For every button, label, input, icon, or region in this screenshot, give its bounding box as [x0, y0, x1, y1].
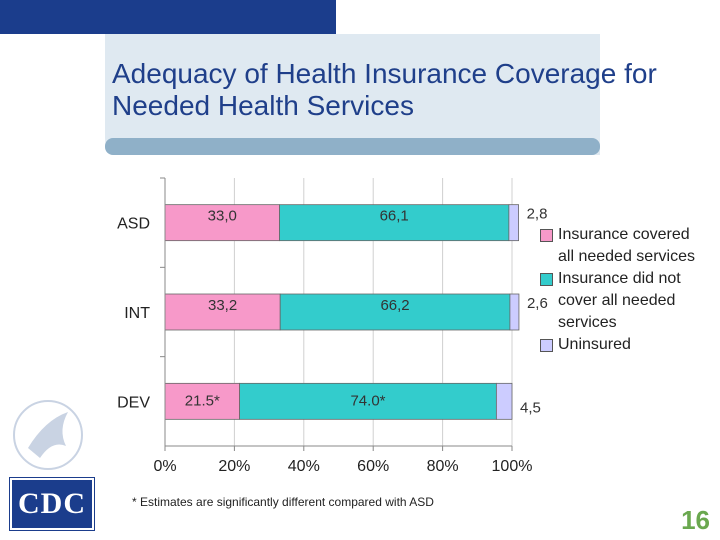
bar-segment	[279, 204, 510, 242]
data-label: 4,5	[520, 399, 541, 416]
chart-axes: 0% 20% 40% 60% 80% 100% ASD INT DEV	[117, 177, 533, 475]
x-tick-label: 60%	[357, 458, 389, 475]
data-label: 33,2	[208, 297, 237, 314]
data-label: 33,0	[208, 208, 237, 225]
data-label: 66,2	[380, 297, 409, 314]
legend-label-not-covered: Insurance did not cover all needed servi…	[558, 270, 681, 331]
bar-segment	[164, 204, 280, 242]
x-tick-label: 100%	[492, 458, 533, 475]
data-label: 74.0*	[350, 392, 385, 409]
bar-segment	[495, 382, 513, 420]
cdc-logo: CDC	[10, 478, 94, 530]
data-label: 2,6	[527, 295, 548, 312]
data-label: 66,1	[380, 208, 409, 225]
bar-segment	[508, 204, 519, 242]
slide-title: Adequacy of Health Insurance Coverage fo…	[112, 58, 657, 121]
chart-bars	[164, 204, 520, 420]
x-tick-label: 80%	[427, 458, 459, 475]
chart-data-labels: 33,0 66,1 2,8 33,2 66,2 2,6 21.5* 74.0* 4,5	[185, 206, 548, 417]
top-banner	[0, 0, 336, 34]
page-number: 16	[681, 505, 710, 535]
title-bar	[105, 138, 600, 155]
category-label: DEV	[117, 394, 150, 411]
x-tick-label: 40%	[288, 458, 320, 475]
chart-footnote: * Estimates are significantly different …	[132, 495, 434, 509]
x-tick-label: 20%	[218, 458, 250, 475]
data-label: 2,8	[527, 206, 548, 223]
legend-swatch-not-covered	[540, 273, 553, 286]
bar-segment	[239, 382, 497, 420]
legend-label-covered: Insurance covered all needed services	[558, 226, 695, 265]
category-label: INT	[124, 305, 150, 322]
category-label: ASD	[117, 216, 150, 233]
legend-swatch-uninsured	[540, 339, 553, 352]
chart-legend: Insurance covered all needed services In…	[540, 224, 710, 356]
legend-swatch-covered	[540, 229, 553, 242]
legend-item-not-covered: Insurance did not cover all needed servi…	[540, 268, 710, 334]
bar-segment	[164, 293, 281, 331]
hhs-eagle-icon	[13, 400, 83, 470]
title-panel	[105, 34, 600, 155]
legend-item-covered: Insurance covered all needed services	[540, 224, 710, 268]
bar-segment	[509, 293, 520, 331]
legend-label-uninsured: Uninsured	[558, 336, 631, 353]
x-tick-label: 0%	[153, 458, 176, 475]
data-label: 21.5*	[185, 392, 220, 409]
legend-item-uninsured: Uninsured	[540, 334, 710, 356]
